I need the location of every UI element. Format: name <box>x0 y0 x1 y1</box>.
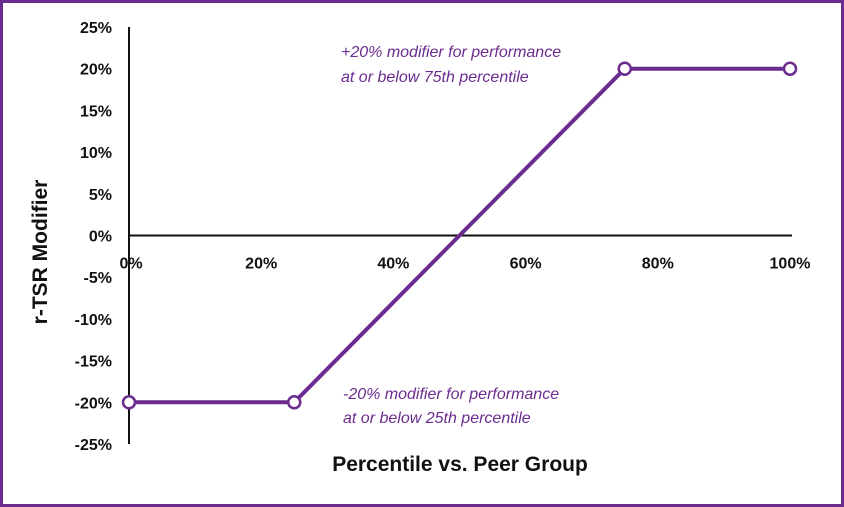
annotation-lower-line-2: at or below 25th percentile <box>343 410 531 427</box>
y-tick-label: -15% <box>75 354 112 371</box>
y-tick-labels: 25% 20% 15% 10% 5% 0% -5% -10% -15% -20% -25% <box>75 20 112 454</box>
annotation-upper: +20% modifier for performance at or belo… <box>341 44 566 86</box>
data-point-marker <box>617 61 632 76</box>
x-tick-label: 60% <box>510 256 542 273</box>
y-tick-label: 25% <box>80 20 112 37</box>
y-tick-label: -5% <box>84 270 112 287</box>
y-tick-label: 20% <box>80 62 112 79</box>
x-tick-label: 0% <box>119 256 142 273</box>
y-axis-title: r-TSR Modifier <box>29 180 52 325</box>
y-tick-label: -10% <box>75 312 112 329</box>
data-point-marker <box>121 395 137 410</box>
series-layer <box>121 61 798 410</box>
y-tick-label: 15% <box>80 103 112 120</box>
data-point-marker <box>287 395 302 410</box>
x-tick-label: 100% <box>770 256 811 273</box>
x-tick-label: 20% <box>245 256 277 273</box>
y-tick-label: 5% <box>89 187 112 204</box>
y-tick-label: 0% <box>89 229 112 246</box>
y-tick-label: -20% <box>75 395 112 412</box>
annotation-lower: -20% modifier for performance at or belo… <box>343 386 564 427</box>
annotation-upper-line-1: +20% modifier for performance <box>341 44 561 61</box>
annotations: +20% modifier for performance at or belo… <box>341 44 566 427</box>
annotation-upper-line-2: at or below 75th percentile <box>341 69 529 86</box>
series-line <box>129 66 790 405</box>
x-tick-labels: 0% 20% 40% 60% 80% 100% <box>119 256 810 273</box>
x-tick-label: 80% <box>642 256 674 273</box>
y-tick-label: 10% <box>80 145 112 162</box>
x-tick-label: 40% <box>377 256 409 273</box>
annotation-lower-line-1: -20% modifier for performance <box>343 386 559 403</box>
x-axis-title: Percentile vs. Peer Group <box>332 453 588 476</box>
data-point-marker <box>782 61 798 76</box>
y-tick-label: -25% <box>75 437 112 454</box>
